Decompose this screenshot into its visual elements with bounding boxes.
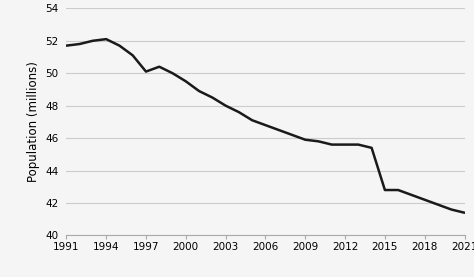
Y-axis label: Population (millions): Population (millions) <box>27 61 40 182</box>
